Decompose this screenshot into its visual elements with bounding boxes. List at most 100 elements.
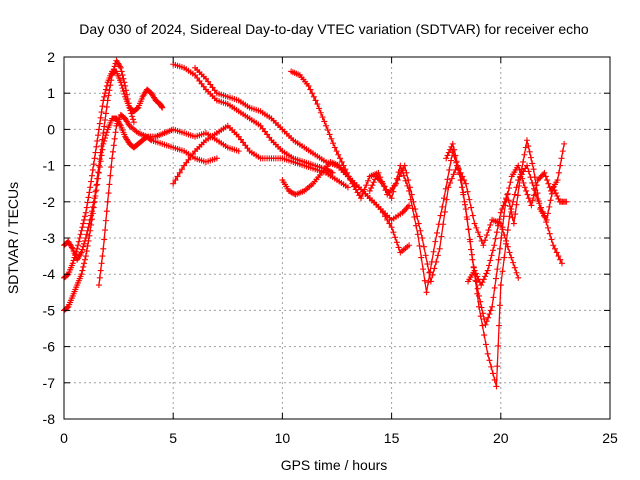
data-point — [108, 77, 115, 84]
data-point — [84, 242, 91, 249]
data-point — [95, 126, 102, 133]
data-point — [456, 169, 463, 176]
data-point — [368, 185, 375, 192]
data-point — [471, 220, 478, 227]
data-point — [103, 208, 110, 215]
data-point — [91, 198, 98, 205]
data-point — [319, 114, 326, 121]
data-point — [394, 177, 401, 184]
data-point — [483, 318, 490, 325]
data-point — [534, 190, 541, 197]
data-point — [310, 93, 317, 100]
data-point — [81, 240, 88, 247]
data-point — [373, 173, 380, 180]
data-point — [448, 143, 455, 150]
y-tick-label: -4 — [43, 266, 56, 282]
y-tick-label: -2 — [43, 194, 56, 210]
data-point — [96, 164, 103, 171]
data-point — [430, 248, 437, 255]
data-point — [96, 274, 103, 281]
data-point — [106, 181, 113, 188]
data-point — [484, 350, 491, 357]
data-point — [434, 229, 441, 236]
data-point — [469, 212, 476, 219]
data-point — [97, 267, 104, 274]
axis-ticks — [63, 56, 611, 420]
data-point — [486, 357, 493, 364]
data-point — [102, 217, 109, 224]
data-point — [475, 229, 482, 236]
series-track-12 — [465, 137, 570, 289]
data-point — [548, 236, 555, 243]
data-point — [404, 203, 411, 210]
data-point — [104, 97, 111, 104]
data-point — [384, 216, 391, 223]
data-point — [553, 249, 560, 256]
data-point — [529, 197, 536, 204]
data-point — [535, 198, 542, 205]
data-point — [103, 82, 110, 89]
data-point — [541, 169, 548, 176]
data-point — [506, 203, 513, 210]
data-point — [478, 237, 485, 244]
data-point — [86, 189, 93, 196]
data-point — [485, 314, 492, 321]
data-point — [487, 257, 494, 264]
data-point — [526, 148, 533, 155]
data-point — [98, 260, 105, 267]
data-point — [474, 273, 481, 280]
data-point — [79, 267, 86, 274]
data-point — [130, 116, 137, 123]
data-point — [500, 213, 507, 220]
data-point — [85, 237, 92, 244]
data-point — [470, 263, 477, 270]
data-point — [416, 242, 423, 249]
data-point — [438, 233, 445, 240]
data-point — [347, 177, 354, 184]
data-point — [80, 220, 87, 227]
data-point — [379, 209, 386, 216]
data-point — [126, 104, 133, 111]
data-point — [95, 162, 102, 169]
data-point — [103, 129, 110, 136]
data-point — [511, 264, 518, 271]
data-point — [101, 137, 108, 144]
data-point — [469, 256, 476, 263]
data-point — [538, 172, 545, 179]
data-point — [466, 196, 473, 203]
x-tick-label: 20 — [493, 430, 509, 446]
chart-title: Day 030 of 2024, Sidereal Day-to-day VTE… — [79, 21, 589, 37]
data-point — [449, 140, 456, 147]
data-point — [489, 247, 496, 254]
data-point — [441, 208, 448, 215]
series-track-8 — [279, 158, 413, 256]
data-point — [488, 363, 495, 370]
data-point — [499, 224, 506, 231]
data-point — [493, 383, 500, 390]
data-point — [80, 263, 87, 270]
data-point — [92, 149, 99, 156]
data-point — [506, 213, 513, 220]
data-point — [522, 144, 529, 151]
data-point — [525, 143, 532, 150]
data-point — [87, 184, 94, 191]
data-point — [436, 245, 443, 252]
data-point — [431, 265, 438, 272]
data-point — [454, 164, 461, 171]
data-point — [316, 105, 323, 112]
data-point — [544, 177, 551, 184]
data-point — [490, 294, 497, 301]
data-point — [324, 127, 331, 134]
data-point — [81, 216, 88, 223]
y-tick-label: -8 — [43, 411, 56, 427]
data-point — [392, 234, 399, 241]
data-point — [554, 177, 561, 184]
data-point — [506, 249, 513, 256]
data-point — [434, 252, 441, 259]
data-point — [448, 175, 455, 182]
data-point — [402, 177, 409, 184]
data-point — [333, 148, 340, 155]
data-point — [478, 304, 485, 311]
series-track-2 — [61, 57, 137, 263]
data-point — [509, 214, 516, 221]
